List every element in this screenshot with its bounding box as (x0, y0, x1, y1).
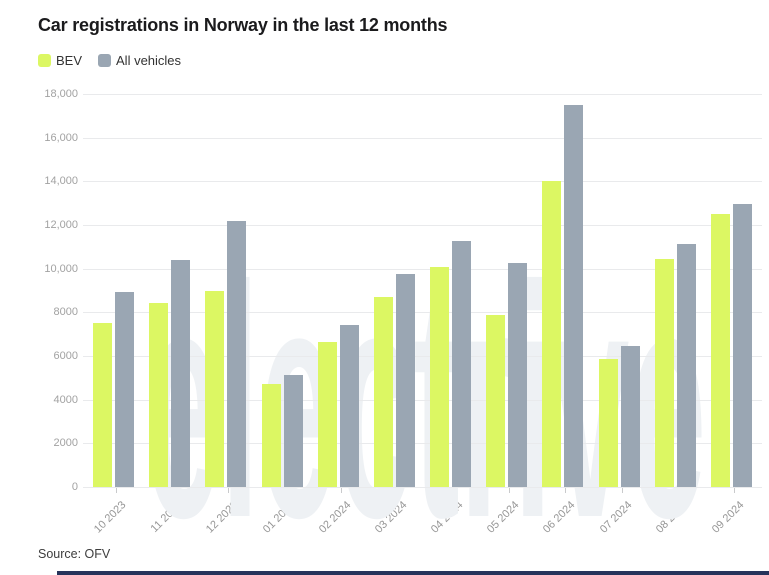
bar-bev-07-2024[interactable] (598, 358, 618, 487)
bar-all-vehicles-12-2023[interactable] (227, 220, 247, 487)
plot-area: electrive (83, 94, 762, 567)
legend-label-all-vehicles: All vehicles (116, 53, 182, 68)
bar-bev-06-2024[interactable] (542, 180, 562, 487)
bar-all-vehicles-11-2023[interactable] (171, 259, 191, 487)
bar-all-vehicles-01-2024[interactable] (283, 375, 303, 487)
bar-all-vehicles-06-2024[interactable] (564, 104, 584, 487)
bar-all-vehicles-08-2024[interactable] (676, 244, 696, 487)
gridline (83, 399, 762, 401)
y-tick-label: 18,000 (44, 88, 78, 100)
y-tick-label: 16,000 (44, 131, 78, 144)
source-note: Source: OFV (38, 547, 111, 561)
bar-all-vehicles-09-2024[interactable] (732, 203, 752, 487)
bev-color-swatch-icon (38, 54, 51, 67)
y-tick-label: 8000 (53, 306, 78, 319)
legend-item-all-vehicles: All vehicles (98, 53, 181, 68)
x-tick (396, 488, 398, 493)
y-axis: 0 2000 4000 6000 8000 10,000 12,000 14,000 16,00… (0, 88, 82, 493)
bar-all-vehicles-04-2024[interactable] (452, 241, 471, 487)
gridline (83, 443, 762, 445)
x-tick (621, 488, 623, 493)
x-tick (509, 488, 511, 493)
bar-all-vehicles-03-2024[interactable] (395, 274, 415, 487)
bar-bev-09-2024[interactable] (710, 214, 730, 487)
bar-bev-02-2024[interactable] (317, 342, 337, 487)
bottom-accent-bar (57, 571, 769, 575)
bar-bev-05-2024[interactable] (486, 314, 506, 487)
x-tick (116, 488, 118, 493)
bar-all-vehicles-10-2023[interactable] (115, 291, 134, 487)
y-tick-label: 14,000 (44, 175, 78, 188)
gridline (83, 181, 762, 183)
bar-bev-11-2023[interactable] (149, 302, 169, 487)
x-tick (228, 488, 230, 493)
x-tick (284, 488, 286, 493)
y-tick-label: 0 (71, 481, 78, 493)
x-tick (340, 488, 342, 493)
x-tick (733, 488, 735, 493)
chart-title: Car registrations in Norway in the last … (38, 15, 448, 35)
bar-bev-08-2024[interactable] (654, 258, 674, 487)
legend-label-bev: BEV (56, 53, 83, 68)
bar-bev-10-2023[interactable] (93, 323, 112, 487)
gridline (83, 312, 762, 314)
x-tick (565, 488, 567, 493)
x-tick (677, 488, 679, 493)
gridline (83, 137, 762, 139)
y-tick-label: 10,000 (44, 262, 78, 275)
legend: BEV All vehicles (38, 53, 181, 68)
legend-item-bev: BEV (38, 53, 82, 68)
x-tick (172, 488, 174, 493)
y-tick-label: 2000 (53, 437, 78, 450)
bar-all-vehicles-07-2024[interactable] (620, 345, 640, 487)
y-tick-label: 4000 (53, 393, 78, 406)
bar-bev-03-2024[interactable] (373, 296, 393, 487)
bar-bev-04-2024[interactable] (430, 267, 449, 487)
gridline (83, 268, 762, 270)
bar-all-vehicles-02-2024[interactable] (339, 325, 359, 487)
gridline (83, 356, 762, 357)
y-tick-label: 6000 (53, 350, 78, 362)
y-tick-label: 12,000 (44, 219, 78, 231)
bar-bev-01-2024[interactable] (261, 384, 281, 487)
bar-bev-12-2023[interactable] (205, 290, 225, 487)
gridline (83, 487, 762, 488)
gridline (83, 94, 762, 95)
x-tick (453, 488, 455, 493)
all-vehicles-color-swatch-icon (98, 54, 112, 67)
bar-all-vehicles-05-2024[interactable] (508, 263, 528, 487)
gridline (83, 225, 762, 226)
